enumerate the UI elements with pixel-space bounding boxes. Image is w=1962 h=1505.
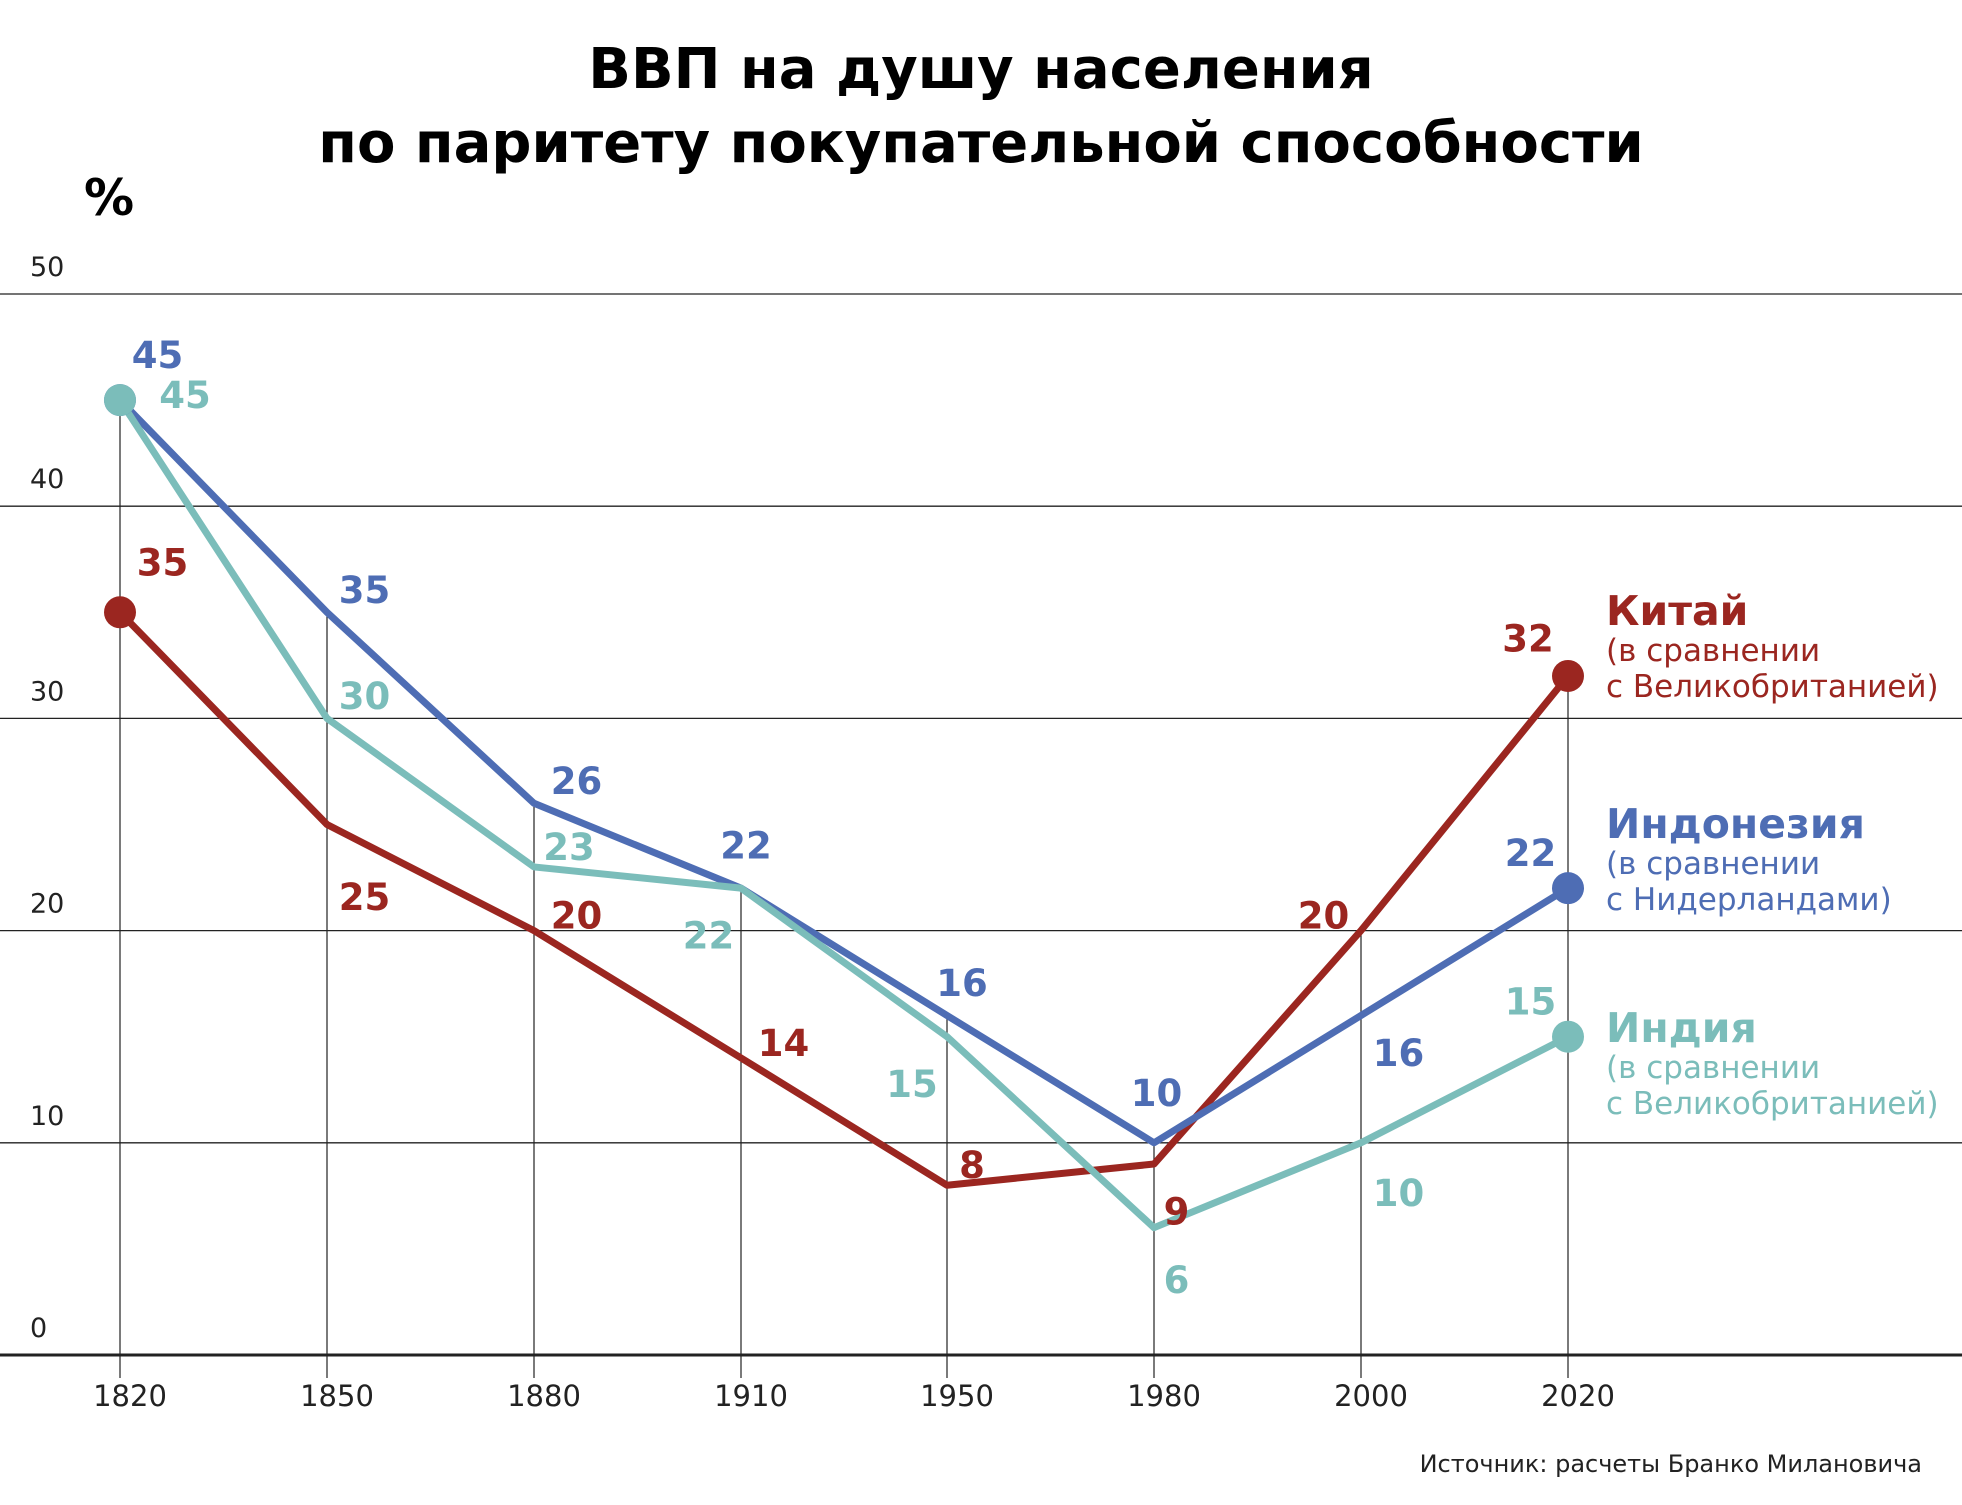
- series-line-0: [117, 609, 1571, 1189]
- legend-subtitle: с Нидерландами): [1606, 882, 1892, 918]
- data-label: 26: [551, 760, 603, 803]
- series-marker-0: [104, 596, 136, 629]
- series-marker-0: [1552, 659, 1584, 692]
- data-label: 23: [543, 826, 595, 869]
- legend-subtitle: (в сравнении: [1606, 633, 1820, 669]
- data-labels: 35 25 20 14 8 9 20 32 45 35 26 22 16 10 16 22 45 30 23 22 15…: [132, 334, 1557, 1302]
- series-group: [104, 384, 1584, 1232]
- data-label: 16: [1373, 1032, 1425, 1075]
- series-line-1: [117, 397, 1570, 1147]
- legend-name: Индия: [1606, 1004, 1757, 1052]
- x-tick-label: 1980: [1127, 1379, 1201, 1413]
- y-tick-label: 30: [30, 676, 64, 707]
- chart-title-line-2: по паритету покупательной способности: [318, 111, 1643, 176]
- data-label: 15: [886, 1063, 938, 1106]
- data-label: 16: [936, 962, 988, 1005]
- x-tick-label: 1910: [714, 1379, 788, 1413]
- data-label: 32: [1502, 617, 1554, 660]
- data-label: 45: [159, 374, 211, 417]
- data-label: 22: [1505, 832, 1557, 875]
- y-axis-label: %: [84, 169, 134, 227]
- data-label: 15: [1505, 981, 1557, 1024]
- grid: 0 10 20 30 40 50 1820 1850 1880 1910 1950 1980 2000 2…: [0, 252, 1962, 1413]
- series-line-2: [117, 398, 1570, 1232]
- data-label: 45: [132, 334, 184, 377]
- data-label: 20: [1298, 895, 1350, 938]
- data-label: 20: [551, 895, 603, 938]
- y-tick-label: 20: [30, 889, 64, 920]
- data-label: 25: [339, 876, 391, 919]
- series-marker-2: [1552, 1020, 1584, 1053]
- y-tick-label: 0: [30, 1313, 47, 1344]
- data-label: 9: [1164, 1191, 1190, 1234]
- x-tick-label: 2020: [1541, 1379, 1615, 1413]
- chart-title-line-1: ВВП на душу населения: [588, 37, 1373, 102]
- series-marker-2: [104, 384, 136, 417]
- legend-subtitle: с Великобританией): [1606, 669, 1939, 705]
- x-tick-label: 1880: [507, 1379, 581, 1413]
- x-tick-label: 1850: [300, 1379, 374, 1413]
- series-marker-1: [1552, 872, 1584, 905]
- legend-name: Индонезия: [1606, 800, 1865, 848]
- y-tick-label: 50: [30, 252, 64, 283]
- legend-subtitle: с Великобританией): [1606, 1086, 1939, 1122]
- x-tick-label: 1820: [93, 1379, 167, 1413]
- x-tick-label: 2000: [1334, 1379, 1408, 1413]
- x-tick-label: 1950: [920, 1379, 994, 1413]
- y-tick-label: 40: [30, 464, 64, 495]
- data-label: 22: [683, 915, 735, 958]
- y-tick-label: 10: [30, 1101, 64, 1132]
- data-label: 35: [137, 541, 189, 584]
- data-label: 14: [758, 1022, 810, 1065]
- data-label: 10: [1373, 1172, 1425, 1215]
- source-note: Источник: расчеты Бранко Милановича: [1420, 1450, 1922, 1478]
- data-label: 35: [339, 569, 391, 612]
- legend-subtitle: (в сравнении: [1606, 1050, 1820, 1086]
- data-label: 6: [1164, 1259, 1190, 1302]
- data-label: 8: [959, 1144, 985, 1187]
- legend-subtitle: (в сравнении: [1606, 846, 1820, 882]
- legend-name: Китай: [1606, 587, 1748, 635]
- data-label: 10: [1131, 1072, 1183, 1115]
- data-label: 22: [720, 825, 772, 868]
- data-label: 30: [339, 675, 391, 718]
